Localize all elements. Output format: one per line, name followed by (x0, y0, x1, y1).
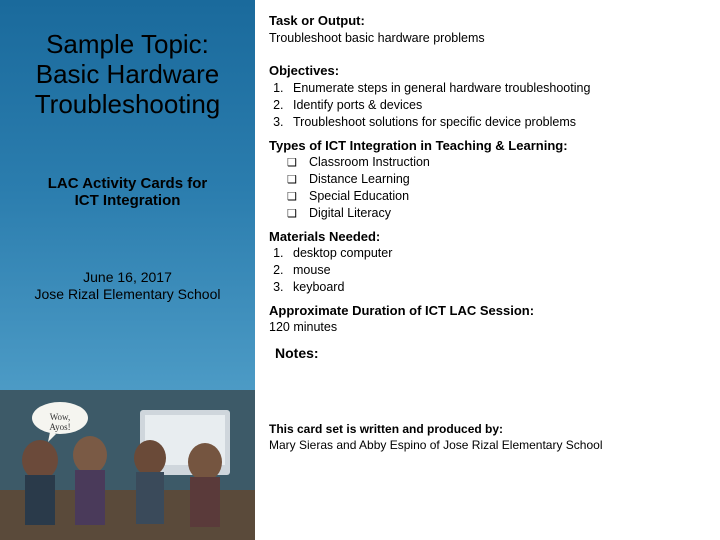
type-item: Digital Literacy (287, 205, 706, 222)
subtitle-line-2: ICT Integration (75, 192, 181, 209)
school-text: Jose Rizal Elementary School (35, 286, 221, 302)
notes-heading: Notes: (275, 344, 706, 363)
task-body: Troubleshoot basic hardware problems (269, 30, 706, 47)
main-title: Sample Topic: Basic Hardware Troubleshoo… (0, 0, 255, 120)
objective-item: Identify ports & devices (287, 97, 706, 114)
date-and-school: June 16, 2017 Jose Rizal Elementary Scho… (0, 269, 255, 304)
material-item: mouse (287, 262, 706, 279)
title-line-2: Basic Hardware (36, 59, 220, 89)
type-item: Distance Learning (287, 171, 706, 188)
materials-heading: Materials Needed: (269, 228, 706, 246)
title-line-1: Sample Topic: (46, 29, 209, 59)
types-list: Classroom Instruction Distance Learning … (269, 154, 706, 222)
type-item: Classroom Instruction (287, 154, 706, 171)
subtitle-line-1: LAC Activity Cards for (48, 175, 207, 192)
objective-item: Troubleshoot solutions for specific devi… (287, 114, 706, 131)
credits-heading: This card set is written and produced by… (269, 421, 706, 437)
right-column: Task or Output: Troubleshoot basic hardw… (255, 0, 720, 540)
subtitle: LAC Activity Cards for ICT Integration (0, 175, 255, 209)
objective-item: Enumerate steps in general hardware trou… (287, 80, 706, 97)
title-line-3: Troubleshooting (35, 89, 221, 119)
left-column: Sample Topic: Basic Hardware Troubleshoo… (0, 0, 255, 540)
credits-body: Mary Sieras and Abby Espino of Jose Riza… (269, 437, 706, 453)
objectives-list: Enumerate steps in general hardware trou… (269, 80, 706, 131)
credits: This card set is written and produced by… (269, 421, 706, 453)
svg-text:Ayos!: Ayos! (49, 422, 70, 432)
material-item: keyboard (287, 279, 706, 296)
objectives-heading: Objectives: (269, 62, 706, 80)
duration-heading: Approximate Duration of ICT LAC Session: (269, 302, 706, 320)
activity-card: Sample Topic: Basic Hardware Troubleshoo… (0, 0, 720, 540)
date-text: June 16, 2017 (83, 269, 172, 285)
task-heading: Task or Output: (269, 12, 706, 30)
svg-text:Wow,: Wow, (50, 412, 70, 422)
classroom-photo: Wow, Ayos! (0, 390, 255, 540)
duration-body: 120 minutes (269, 319, 706, 336)
notes-space (269, 363, 706, 417)
type-item: Special Education (287, 188, 706, 205)
material-item: desktop computer (287, 245, 706, 262)
materials-list: desktop computer mouse keyboard (269, 245, 706, 296)
types-heading: Types of ICT Integration in Teaching & L… (269, 137, 706, 155)
